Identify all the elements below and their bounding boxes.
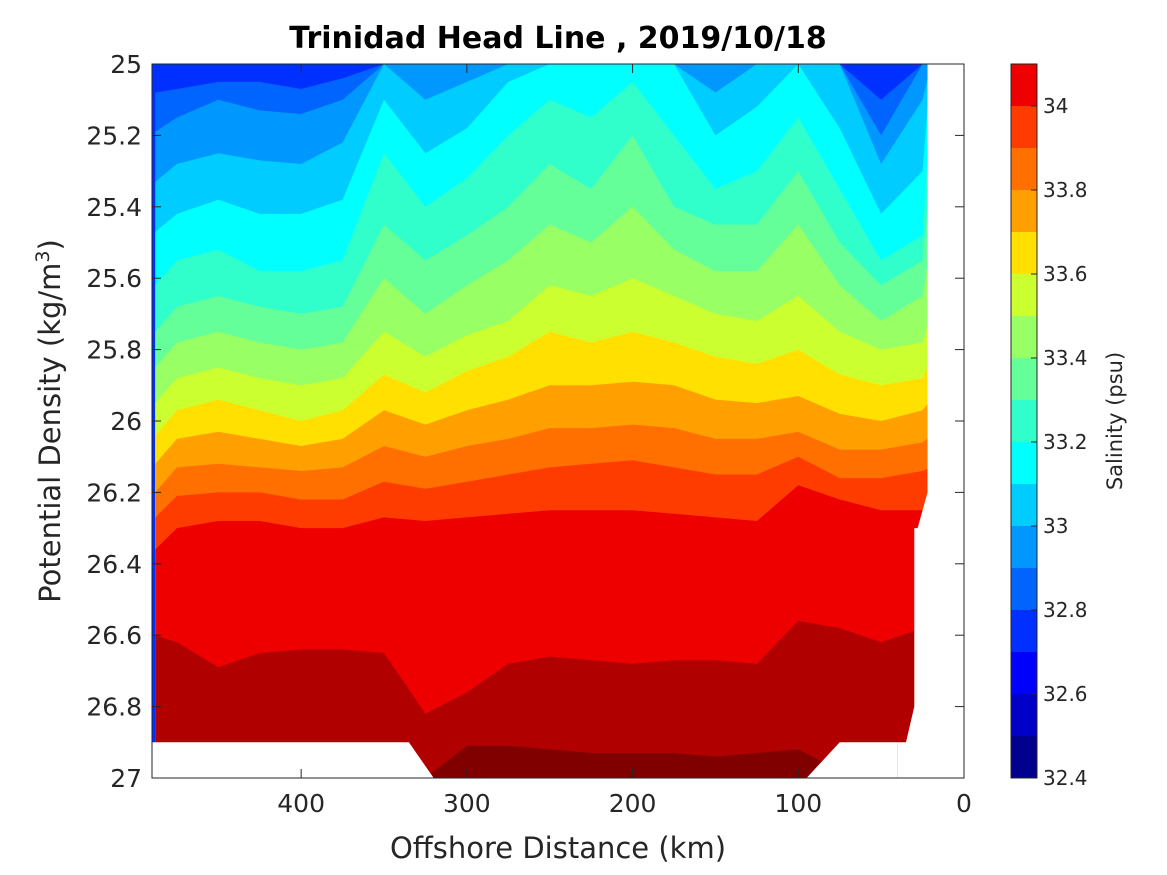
y-tick-label: 25.2: [86, 121, 142, 150]
x-tick-label: 400: [277, 789, 325, 818]
colorbar-segment-32.5: [1011, 694, 1037, 736]
x-tick-label: 200: [609, 789, 657, 818]
colorbar-segment-33.7: [1011, 190, 1037, 232]
colorbar-ticks: 34 33.8 33.6 33.4 33.2 33 32.8 32.6 32.4: [1031, 94, 1088, 790]
chart-title: Trinidad Head Line , 2019/10/18: [289, 21, 826, 56]
colorbar-tick-label: 33: [1043, 514, 1068, 538]
mask-nearshore: [897, 64, 964, 778]
colorbar-segment-33.8: [1011, 148, 1037, 190]
colorbar: [1011, 64, 1037, 778]
colorbar-segment-33.2: [1011, 400, 1037, 442]
x-axis-ticks: 400 300 200 100 0: [277, 64, 972, 818]
y-axis-ticks: 25 25.2 25.4 25.6 25.8 26 26.2 26.4 26.6 26.8 27: [86, 50, 964, 793]
colorbar-segment-33.4: [1011, 316, 1037, 358]
no-data-mask: [152, 64, 964, 778]
y-tick-label: 25: [110, 50, 142, 79]
y-tick-label: 26: [110, 407, 142, 436]
colorbar-segment-32.9: [1011, 526, 1037, 568]
colorbar-segment-32.4: [1011, 736, 1037, 778]
y-axis-label: Potential Density (kg/m3): [32, 239, 67, 603]
mask-bottom-left: [152, 742, 434, 778]
y-axis-label-close: ): [33, 239, 67, 250]
colorbar-tick-label: 34: [1043, 94, 1068, 118]
colorbar-label: Salinity (psu): [1103, 352, 1127, 490]
y-axis-label-main: Potential Density (kg/m: [33, 263, 67, 603]
colorbar-segment-33.3: [1011, 358, 1037, 400]
colorbar-segment-32.6: [1011, 652, 1037, 694]
contour-band-34.1: [155, 745, 931, 778]
colorbar-segment-33.1: [1011, 442, 1037, 484]
colorbar-segment-33.9: [1011, 106, 1037, 148]
y-tick-label: 25.6: [86, 264, 142, 293]
x-tick-label: 100: [774, 789, 822, 818]
colorbar-segment-33: [1011, 484, 1037, 526]
colorbar-tick-label: 32.8: [1043, 598, 1088, 622]
colorbar-segment-32.7: [1011, 610, 1037, 652]
x-axis-label: Offshore Distance (km): [390, 831, 726, 865]
mask-bottom-right: [806, 742, 898, 778]
colorbar-tick-label: 32.4: [1043, 766, 1088, 790]
colorbar-tick-label: 33.2: [1043, 430, 1088, 454]
y-tick-label: 26.4: [86, 550, 142, 579]
colorbar-segment-32.8: [1011, 568, 1037, 610]
y-tick-label: 25.4: [86, 193, 142, 222]
x-tick-label: 300: [443, 789, 491, 818]
colorbar-tick-label: 33.4: [1043, 346, 1088, 370]
contour-fill-layer: [152, 64, 964, 778]
y-tick-label: 26.2: [86, 478, 142, 507]
y-tick-label: 27: [110, 764, 142, 793]
colorbar-tick-label: 32.6: [1043, 682, 1088, 706]
colorbar-segment-34: [1011, 64, 1037, 106]
y-tick-label: 25.8: [86, 336, 142, 365]
colorbar-segment-33.6: [1011, 232, 1037, 274]
colorbar-segment-33.5: [1011, 274, 1037, 316]
colorbar-frame: [1010, 63, 1038, 779]
colorbar-tick-label: 33.6: [1043, 262, 1088, 286]
x-tick-label: 0: [956, 789, 972, 818]
y-axis-label-superscript: 3: [32, 250, 54, 262]
contour-band-34: [155, 620, 931, 778]
y-tick-label: 26.6: [86, 621, 142, 650]
y-tick-label: 26.8: [86, 693, 142, 722]
colorbar-tick-label: 33.8: [1043, 178, 1088, 202]
